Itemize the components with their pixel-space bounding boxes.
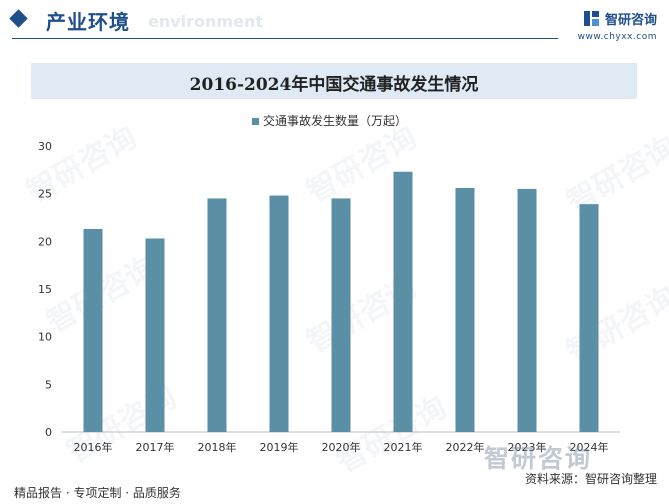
source-note: 资料来源：智研咨询整理	[524, 472, 657, 486]
bar	[393, 171, 413, 433]
x-tick-label: 2021年	[384, 440, 423, 454]
bar	[331, 198, 351, 432]
brand-logo-icon	[583, 11, 599, 26]
y-tick-label: 0	[45, 426, 52, 439]
chart-legend: 交通事故发生数量（万起）	[252, 112, 407, 129]
x-tick-label: 2017年	[136, 440, 175, 454]
y-tick-label: 25	[38, 188, 52, 201]
bar	[83, 228, 103, 432]
x-tick-label: 2022年	[446, 440, 485, 454]
x-tick-label: 2020年	[322, 440, 361, 454]
x-tick-label: 2023年	[508, 440, 547, 454]
chart-title-band: 2016-2024年中国交通事故发生情况	[31, 63, 637, 99]
brand-block: 智研咨询 www.chyxx.com	[578, 8, 657, 42]
y-tick-label: 10	[38, 331, 52, 344]
bar	[455, 187, 475, 432]
bar	[207, 198, 227, 432]
legend-label: 交通事故发生数量（万起）	[263, 114, 408, 128]
x-tick-label: 2016年	[74, 440, 113, 454]
y-tick-label: 20	[38, 235, 52, 248]
y-tick-label: 30	[38, 140, 52, 153]
brand-url: www.chyxx.com	[577, 32, 657, 42]
section-header: 产业环境 environment 智研咨询 www.chyxx.com	[0, 0, 669, 44]
chart-title: 2016-2024年中国交通事故发生情况	[189, 75, 479, 95]
bar	[269, 195, 289, 432]
x-tick-label: 2019年	[260, 440, 299, 454]
brand-name: 智研咨询	[604, 13, 657, 28]
y-tick-label: 15	[38, 283, 52, 296]
y-tick-label: 5	[45, 378, 52, 391]
x-tick-label: 2018年	[198, 440, 237, 454]
brand-watermark-logo: 智研咨询	[484, 444, 593, 473]
bar	[145, 238, 165, 432]
bar	[517, 188, 537, 432]
footer-tagline: 精品报告 · 专项定制 · 品质服务	[14, 486, 181, 500]
section-subtitle: environment	[148, 12, 263, 31]
header-divider	[12, 38, 558, 39]
section-title: 产业环境	[46, 10, 130, 34]
legend-swatch	[252, 118, 259, 125]
x-tick-label: 2024年	[570, 440, 609, 454]
bar	[579, 204, 599, 432]
